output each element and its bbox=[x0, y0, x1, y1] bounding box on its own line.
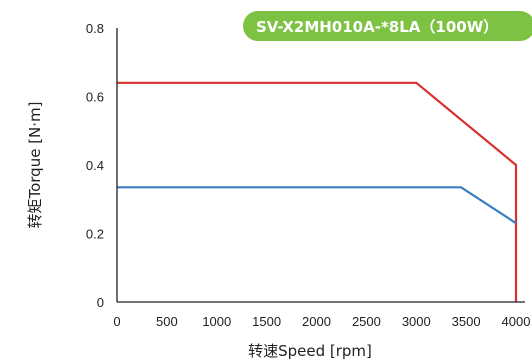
x-axis-title: 转速Speed [rpm] bbox=[248, 342, 372, 360]
y-tick-label: 0 bbox=[97, 295, 104, 310]
series-line-1 bbox=[117, 81, 518, 302]
y-tick-label: 0.4 bbox=[86, 158, 104, 173]
x-tick-label: 1000 bbox=[202, 314, 231, 329]
axes bbox=[116, 28, 525, 303]
series-layer bbox=[117, 81, 518, 302]
title-badge-background bbox=[243, 11, 532, 41]
y-tick-label: 0.8 bbox=[86, 21, 104, 36]
x-tick-label: 2500 bbox=[352, 314, 381, 329]
x-tick-labels: 0 500 1000 1500 2000 2500 3000 3500 4000 bbox=[113, 314, 530, 329]
x-tick-label: 500 bbox=[156, 314, 178, 329]
x-tick-label: 0 bbox=[113, 314, 120, 329]
x-tick-label: 3000 bbox=[402, 314, 431, 329]
series-line-2 bbox=[117, 186, 517, 225]
y-tick-label: 0.6 bbox=[86, 90, 104, 105]
y-tick-label: 0.2 bbox=[86, 227, 104, 242]
y-axis-title: 转矩Torque [N·m] bbox=[26, 101, 44, 228]
x-tick-label: 1500 bbox=[252, 314, 281, 329]
x-tick-label: 4000 bbox=[502, 314, 531, 329]
y-tick-labels: 0 0.2 0.4 0.6 0.8 bbox=[86, 21, 104, 310]
chart-title: SV-X2MH010A-*8LA（100W） bbox=[256, 18, 498, 36]
x-tick-label: 3500 bbox=[452, 314, 481, 329]
x-tick-label: 2000 bbox=[302, 314, 331, 329]
badge: SV-X2MH010A-*8LA（100W） bbox=[243, 11, 532, 41]
